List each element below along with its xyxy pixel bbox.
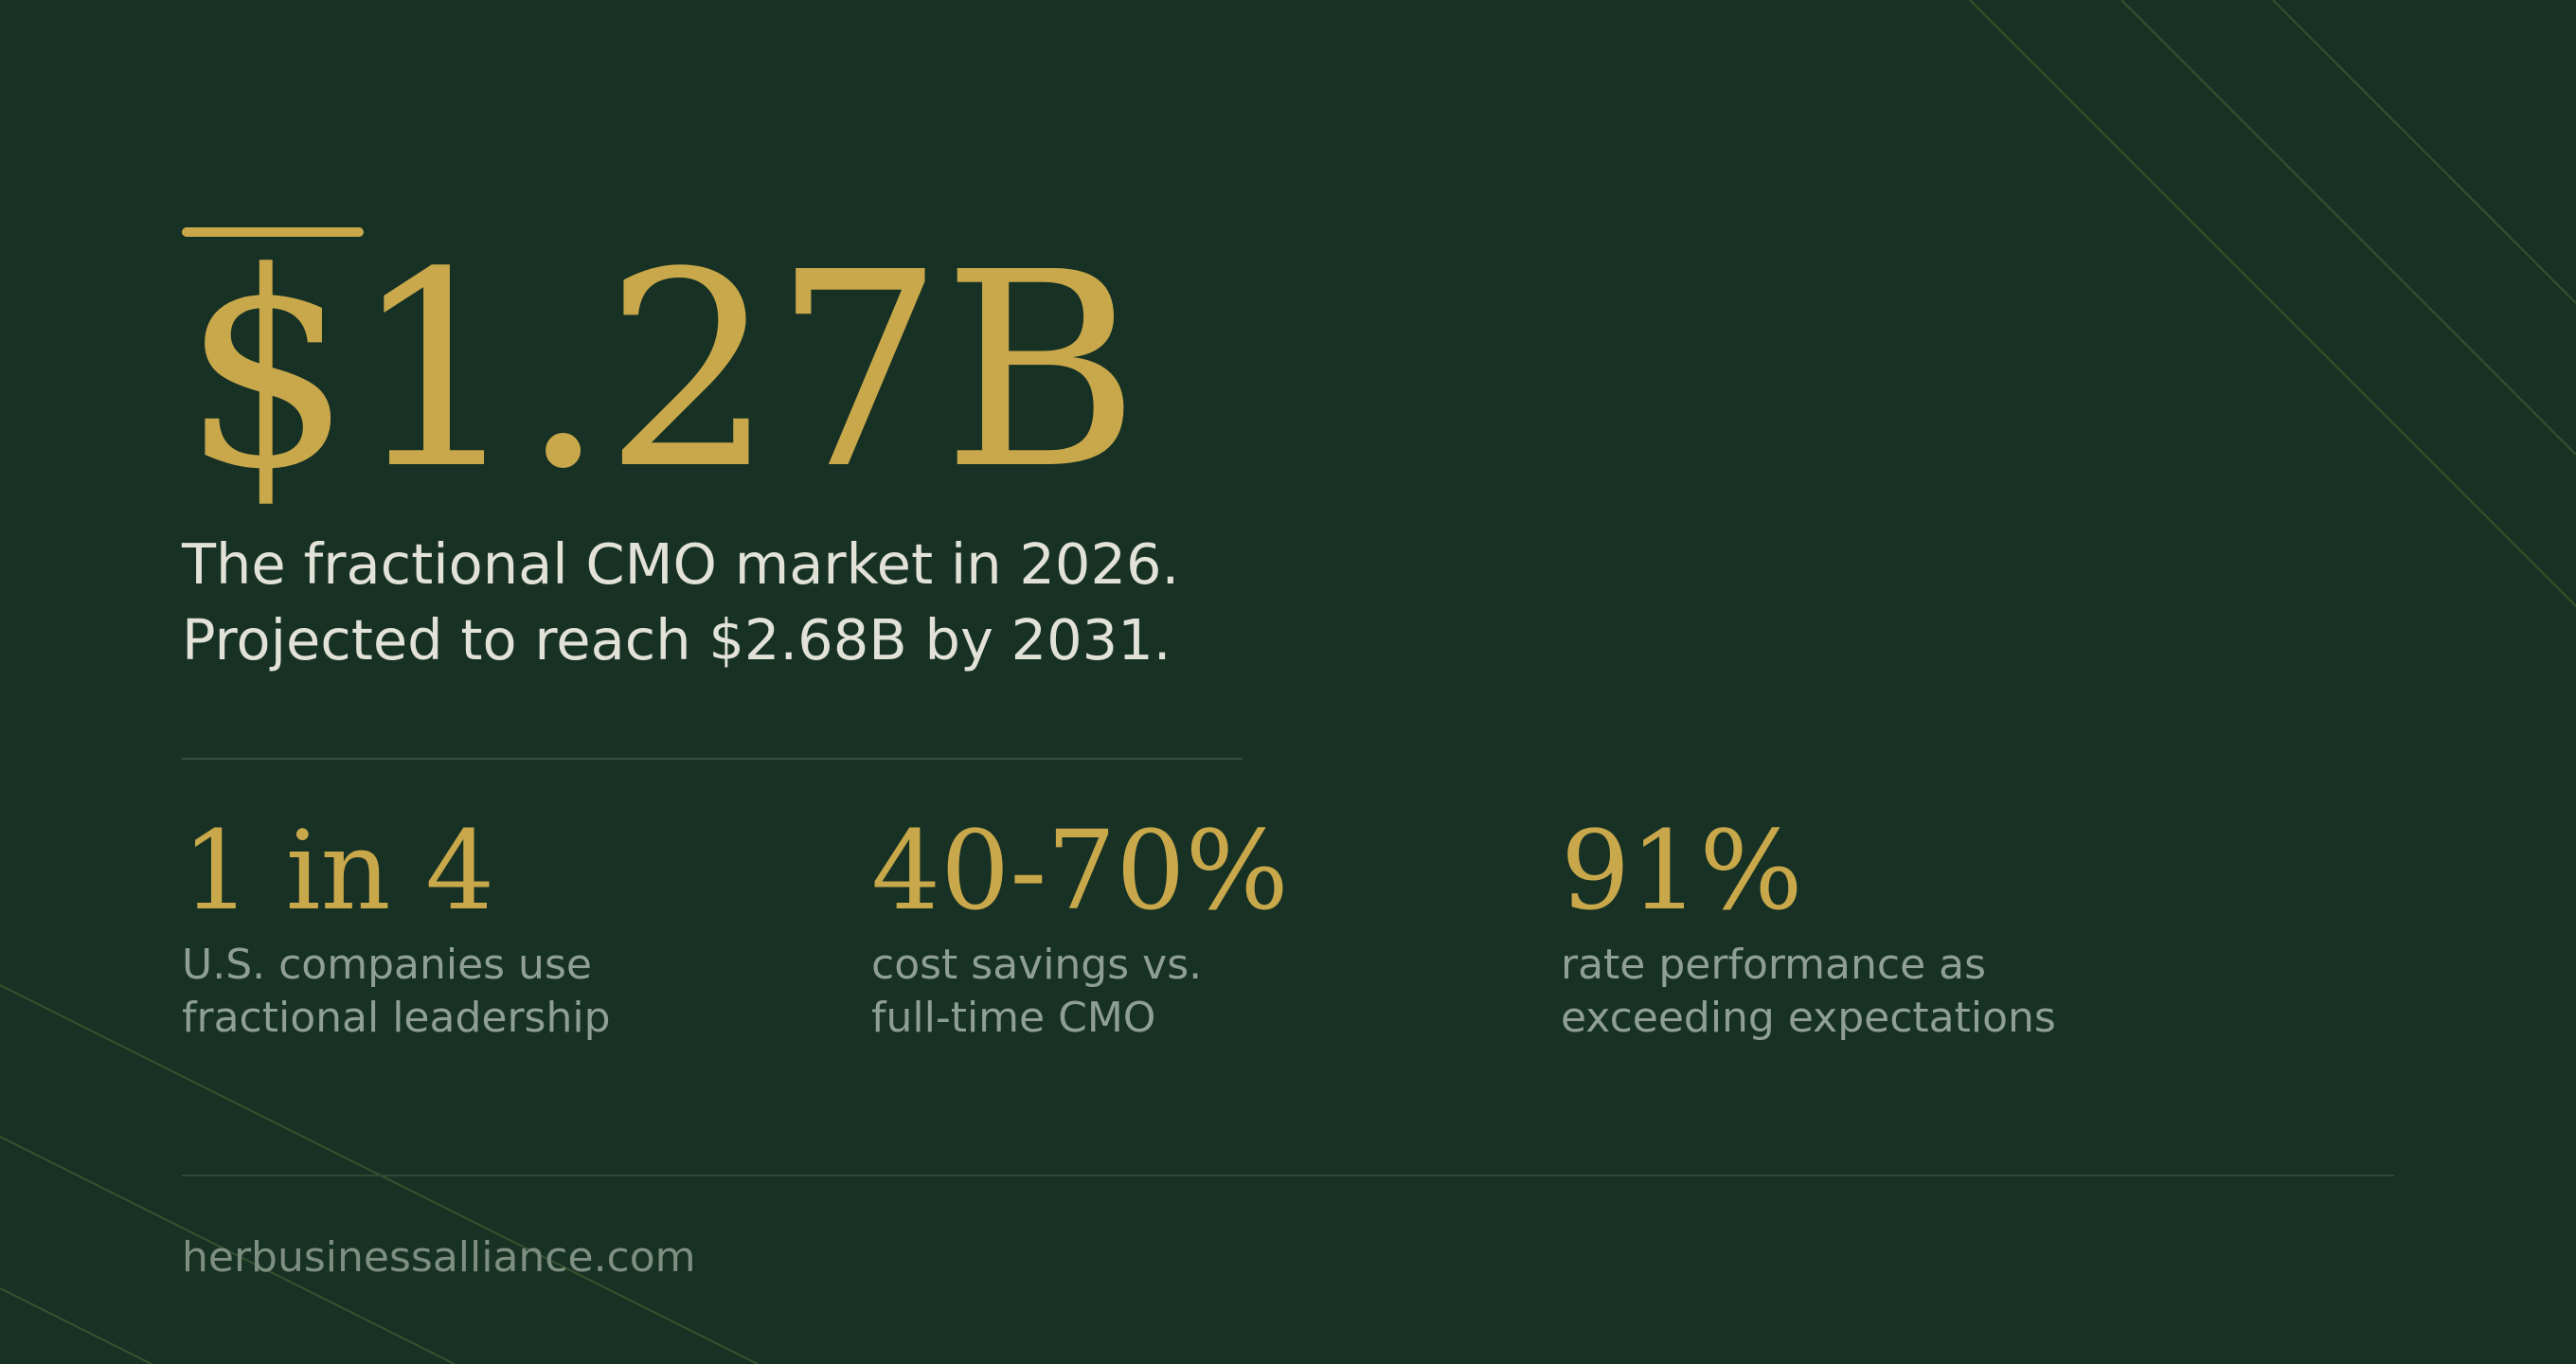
stat-label: cost savings vs. full-time CMO (871, 939, 1515, 1045)
description-line-2: Projected to reach $2.68B by 2031. (182, 607, 1172, 673)
footer-website-url: herbusinessalliance.com (182, 1233, 696, 1282)
accent-rule (182, 227, 364, 237)
headline-description: The fractional CMO market in 2026. Proje… (182, 527, 1179, 678)
stat-value: 1 in 4 (182, 808, 495, 935)
stat-label-line-1: cost savings vs. (871, 941, 1203, 989)
stat-label-line-1: rate performance as (1561, 941, 1987, 989)
deco-line-top-1 (1969, 0, 2576, 607)
stat-label-line-2: full-time CMO (871, 994, 1156, 1042)
deco-line-top-2 (2120, 0, 2576, 456)
deco-line-top-3 (2272, 0, 2576, 304)
stat-item-savings: 40-70% cost savings vs. full-time CMO (871, 810, 1515, 1045)
stat-label: rate performance as exceeding expectatio… (1561, 939, 2205, 1045)
stat-item-adoption: 1 in 4 U.S. companies use fractional lea… (182, 810, 826, 1045)
stat-label-line-1: U.S. companies use (182, 941, 592, 989)
stat-value: 40-70% (871, 808, 1289, 935)
deco-line-bottom-3 (0, 1287, 152, 1364)
stat-value: 91% (1561, 808, 1803, 935)
footer-divider (182, 1175, 2394, 1176)
stat-label: U.S. companies use fractional leadership (182, 939, 826, 1045)
stat-label-line-2: fractional leadership (182, 994, 611, 1042)
stat-item-satisfaction: 91% rate performance as exceeding expect… (1561, 810, 2205, 1045)
section-divider (182, 758, 1243, 760)
description-line-1: The fractional CMO market in 2026. (182, 531, 1180, 597)
headline-value: $1.27B (182, 214, 1140, 528)
stat-label-line-2: exceeding expectations (1561, 994, 2056, 1042)
